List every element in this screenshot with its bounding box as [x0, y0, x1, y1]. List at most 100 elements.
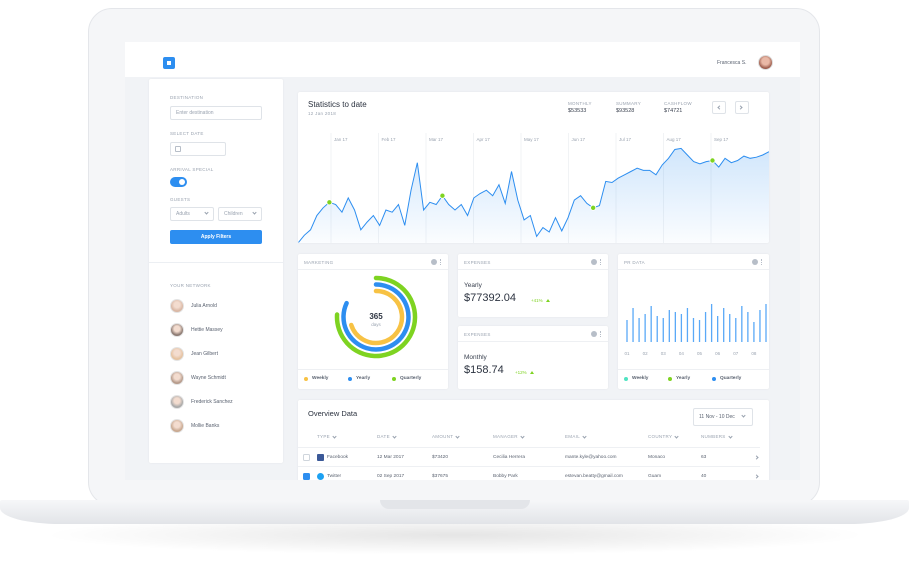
settings-icon[interactable] [431, 259, 437, 265]
column-header[interactable]: DATE [377, 434, 390, 439]
legend-label[interactable]: Quarterly [720, 376, 742, 381]
chevron [754, 455, 759, 460]
month-label: May 17 [524, 137, 539, 142]
legend-label[interactable]: Quarterly [400, 376, 422, 381]
settings-icon[interactable] [591, 331, 597, 337]
pr-card: PR DATA 01 02 03 04 05 06 07 08 Weekly Yearly Quart… [618, 254, 769, 389]
date-input[interactable] [170, 142, 226, 156]
center-label: days [371, 322, 381, 327]
statistics-card: Statistics to date 12 Jan 2018 MONTHLY $535… [298, 92, 769, 243]
column-header[interactable]: EMAIL [565, 434, 581, 439]
settings-icon[interactable] [591, 259, 597, 265]
chevron [582, 433, 587, 439]
person-name[interactable]: Wayne Schmidt [191, 375, 226, 381]
summary-label: MONTHLY [568, 101, 592, 106]
legend-dot [668, 377, 672, 381]
avatar[interactable] [170, 323, 184, 337]
bar [644, 314, 646, 342]
bar [729, 314, 731, 342]
range-dropdown[interactable]: 11 Nov - 10 Dec [693, 408, 753, 426]
select[interactable]: Children [218, 207, 262, 221]
menu-icon[interactable] [600, 259, 601, 265]
amount: $77392.04 [464, 292, 516, 304]
legend-label[interactable]: Weekly [312, 376, 329, 381]
menu-icon[interactable] [600, 331, 601, 337]
toggle[interactable] [170, 177, 187, 187]
person-name[interactable]: Jean Gilbert [191, 351, 218, 357]
legend-label[interactable]: Yearly [356, 376, 371, 381]
summary-value: $53533 [568, 108, 587, 114]
summary-value: $74721 [664, 108, 683, 114]
row-divider [298, 466, 760, 467]
avatar[interactable] [170, 347, 184, 361]
checkbox[interactable] [303, 454, 310, 461]
cell: $37675 [432, 474, 449, 479]
bar [735, 318, 737, 342]
menu-icon[interactable] [440, 259, 441, 265]
column-header[interactable]: NUMBERS [701, 434, 726, 439]
cell: 02 Sep 2017 [377, 474, 405, 479]
line [298, 147, 769, 243]
legend-label[interactable]: Yearly [676, 376, 691, 381]
marketing-card: MARKETING 365 days Weekly Yearly Quarterly [298, 254, 448, 389]
user-name[interactable]: Francesca S. [717, 60, 747, 66]
expenses-card: EXPENSES Yearly $77392.04 +41% [458, 254, 608, 317]
avatar[interactable] [170, 419, 184, 433]
bar [692, 318, 695, 342]
period: Yearly [464, 282, 482, 289]
period: Monthly [464, 354, 487, 361]
checkbox[interactable] [303, 473, 310, 480]
menu-icon[interactable] [761, 259, 762, 265]
divider [298, 369, 448, 370]
chevron [332, 433, 337, 439]
legend-dot [712, 377, 716, 381]
nav-button[interactable] [735, 101, 749, 114]
user-avatar[interactable] [758, 55, 773, 70]
column-header[interactable]: AMOUNT [432, 434, 454, 439]
bar [698, 320, 701, 342]
cell: $73420 [432, 455, 449, 460]
person-name[interactable]: Hettie Massey [191, 327, 223, 333]
divider [618, 369, 769, 370]
amount: $158.74 [464, 364, 504, 376]
person-name[interactable]: Frederick Sanchez [191, 399, 233, 405]
person-name[interactable]: Julia Arnold [191, 303, 217, 309]
apply-button[interactable]: Apply Filters [170, 230, 262, 244]
avatar[interactable] [170, 371, 184, 385]
bar [662, 318, 664, 342]
bar [680, 314, 683, 342]
legend-dot [348, 377, 352, 381]
center-value: 365 [369, 312, 383, 321]
laptop-notch [380, 500, 530, 509]
bar [710, 304, 713, 342]
settings-icon[interactable] [752, 259, 758, 265]
legend-label[interactable]: Weekly [632, 376, 649, 381]
bar [656, 316, 658, 342]
row-icon [317, 473, 324, 480]
x-tick-label: 02 [643, 351, 649, 356]
avatar[interactable] [170, 299, 184, 313]
person-name[interactable]: Mollie Banks [191, 423, 220, 429]
chart-subtitle: 12 Jan 2018 [308, 111, 337, 116]
bar [650, 306, 652, 342]
top-bar [125, 42, 800, 77]
x-tick-label: 05 [697, 351, 703, 356]
row-icon [317, 454, 324, 461]
destination-input[interactable]: Enter destination [170, 106, 262, 120]
up-arrow [546, 299, 550, 302]
card-title: PR DATA [624, 260, 645, 265]
divider [458, 341, 608, 342]
select[interactable]: Adults [170, 207, 214, 221]
column-header[interactable]: TYPE [317, 434, 330, 439]
divider [298, 447, 760, 448]
column-header[interactable]: COUNTRY [648, 434, 673, 439]
column-header[interactable]: MANAGER [493, 434, 518, 439]
avatar[interactable] [170, 395, 184, 409]
logo[interactable] [163, 57, 175, 69]
nav-button[interactable] [712, 101, 726, 114]
field-label: GUESTS [170, 197, 191, 202]
calendar-icon [175, 146, 181, 152]
bar [753, 322, 755, 342]
donut-ring [341, 282, 411, 352]
